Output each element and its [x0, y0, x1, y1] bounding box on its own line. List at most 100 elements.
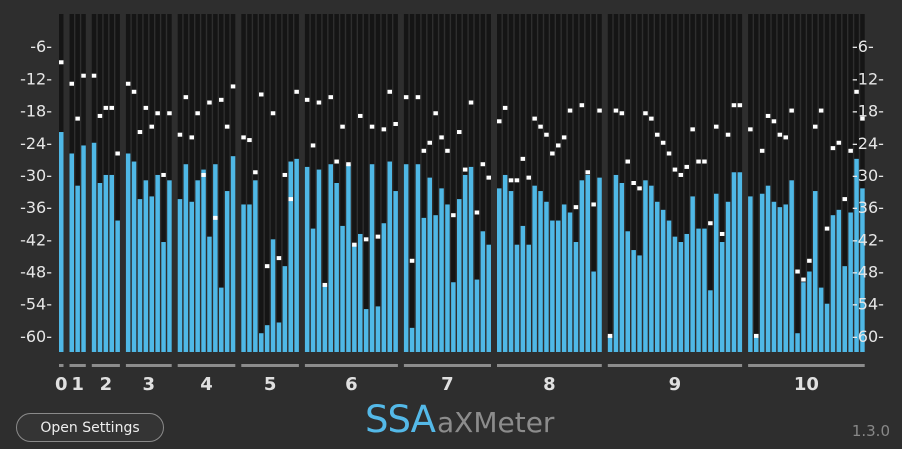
channel-track	[480, 14, 486, 352]
channel-track	[439, 14, 444, 352]
channel-level-bar	[737, 172, 743, 352]
channel-level-bar	[579, 180, 585, 352]
channel-level-bar	[97, 183, 103, 352]
channel-track	[666, 14, 672, 352]
channel-peak-marker	[403, 95, 409, 100]
channel-peak-marker	[352, 242, 357, 247]
channel-peak-marker	[474, 210, 480, 215]
order-label: 3	[143, 374, 156, 395]
channel-level-bar	[497, 188, 502, 352]
channel-level-bar	[591, 271, 596, 352]
channel-peak-marker	[737, 103, 743, 108]
channel-peak-marker	[161, 172, 166, 177]
channel-level-bar	[259, 333, 264, 352]
channel-level-bar	[387, 161, 392, 352]
channel-track	[421, 14, 427, 352]
channel-level-bar	[457, 199, 462, 352]
channel-peak-marker	[369, 124, 375, 129]
channel-track	[813, 14, 818, 352]
channel-level-bar	[655, 201, 660, 352]
channel-track	[270, 14, 276, 352]
channel-peak-marker	[824, 226, 830, 231]
channel-level-bar	[486, 244, 491, 352]
channel-level-bar	[625, 231, 630, 352]
channel-peak-marker	[69, 81, 74, 86]
scale-label-left: -24-	[20, 134, 52, 153]
channel-peak-marker	[241, 135, 246, 140]
channel-peak-marker	[502, 105, 508, 110]
channel-peak-marker	[579, 103, 585, 108]
order-underline	[69, 364, 86, 367]
channel-level-bar	[81, 145, 86, 352]
channel-peak-marker	[625, 159, 630, 164]
channel-peak-marker	[597, 108, 602, 113]
channel-track	[550, 14, 555, 352]
order-underline	[748, 364, 865, 367]
channel-track	[532, 14, 537, 352]
channel-peak-marker	[848, 148, 853, 153]
channel-track	[714, 14, 719, 352]
order-underline	[241, 364, 299, 367]
channel-track	[514, 14, 520, 352]
channel-peak-marker	[567, 108, 573, 113]
order-label: 4	[200, 374, 213, 395]
channel-level-bar	[241, 204, 246, 352]
channel-track	[340, 14, 345, 352]
channel-level-bar	[340, 225, 345, 352]
channel-level-bar	[748, 196, 753, 352]
order-label: 8	[543, 374, 556, 395]
channel-level-bar	[288, 161, 293, 352]
scale-label-left: -42-	[20, 230, 52, 249]
channel-peak-marker	[666, 151, 672, 156]
channel-track	[567, 14, 573, 352]
channel-track	[759, 14, 765, 352]
open-settings-button[interactable]: Open Settings	[16, 413, 164, 442]
channel-track	[860, 14, 865, 352]
channel-level-bar	[649, 185, 654, 352]
channel-peak-marker	[143, 105, 149, 110]
channel-level-bar	[807, 271, 812, 352]
channel-level-bar	[149, 196, 154, 352]
order-underline	[91, 364, 120, 367]
channel-level-bar	[433, 215, 438, 352]
channel-track	[777, 14, 783, 352]
channel-level-bar	[684, 233, 689, 352]
scale-label-right: -54-	[852, 295, 884, 314]
channel-level-bar	[155, 174, 160, 352]
channel-track	[457, 14, 462, 352]
channel-peak-marker	[830, 146, 836, 151]
channel-level-bar	[322, 284, 328, 352]
channel-level-bar	[708, 290, 713, 352]
scale-label-right: -30-	[852, 166, 884, 185]
channel-peak-marker	[544, 132, 549, 137]
channel-track	[538, 14, 543, 352]
channel-peak-marker	[807, 258, 812, 263]
scale-label-left: -6-	[30, 37, 52, 56]
channel-peak-marker	[561, 135, 567, 140]
channel-track	[573, 14, 579, 352]
channel-track	[754, 14, 759, 352]
channel-level-bar	[619, 183, 625, 352]
channel-level-bar	[754, 335, 759, 352]
channel-level-bar	[264, 325, 270, 352]
channel-track	[451, 14, 456, 352]
channel-level-bar	[409, 327, 415, 352]
channel-peak-marker	[573, 205, 579, 210]
channel-peak-marker	[702, 159, 707, 164]
scale-label-right: -24-	[852, 134, 884, 153]
scale-label-left: -12-	[20, 69, 52, 88]
order-label: 10	[794, 374, 819, 395]
channel-track	[625, 14, 630, 352]
channel-level-bar	[375, 306, 381, 352]
channel-peak-marker	[684, 164, 689, 169]
channel-track	[719, 14, 725, 352]
channel-level-bar	[842, 266, 847, 352]
channel-peak-marker	[409, 258, 415, 263]
channel-track	[842, 14, 847, 352]
scale-label-left: -30-	[20, 166, 52, 185]
channel-peak-marker	[556, 143, 561, 148]
channel-track	[497, 14, 502, 352]
channel-peak-marker	[387, 89, 392, 94]
channel-peak-marker	[363, 237, 369, 242]
channel-level-bar	[403, 164, 409, 352]
